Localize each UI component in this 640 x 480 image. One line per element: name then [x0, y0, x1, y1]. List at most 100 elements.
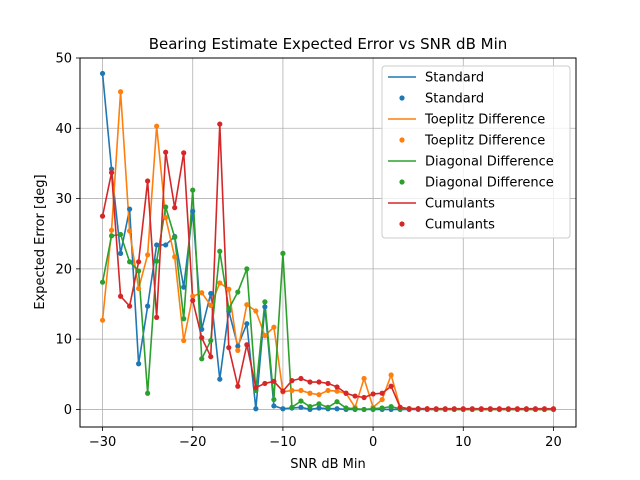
legend-marker-swatch-toeplitz-difference	[399, 137, 405, 143]
legend-label-cumulants: Cumulants	[425, 197, 495, 212]
x-tick-label: 0	[369, 435, 377, 450]
data-point-cumulants	[541, 406, 548, 412]
data-point-toeplitz-difference	[127, 228, 133, 234]
data-point-diagonal-difference	[316, 401, 322, 407]
data-point-standard	[316, 405, 322, 411]
data-point-cumulants	[253, 385, 259, 391]
data-point-diagonal-difference	[163, 204, 169, 210]
data-point-toeplitz-difference	[253, 308, 259, 314]
data-point-standard	[235, 343, 241, 349]
data-point-cumulants	[235, 383, 241, 389]
data-point-cumulants	[190, 297, 196, 304]
data-point-standard	[280, 406, 286, 412]
data-point-diagonal-difference	[226, 306, 232, 312]
data-point-diagonal-difference	[127, 259, 133, 265]
data-point-standard	[199, 326, 205, 332]
data-point-cumulants	[397, 404, 403, 410]
data-point-toeplitz-difference	[217, 280, 223, 286]
data-point-standard	[145, 303, 151, 309]
data-point-toeplitz-difference	[307, 390, 313, 396]
x-tick-label: −30	[89, 435, 116, 450]
data-point-cumulants	[117, 293, 124, 299]
axis-ticks: −30 −20 −10 0 10 20 0 10 20 30 40 50	[55, 52, 561, 451]
data-point-diagonal-difference	[181, 316, 187, 322]
data-point-cumulants	[550, 406, 557, 412]
data-point-cumulants	[334, 384, 340, 390]
legend-marker-swatch-cumulants	[399, 221, 405, 227]
data-point-diagonal-difference	[208, 337, 214, 344]
data-point-diagonal-difference	[262, 299, 268, 305]
data-point-diagonal-difference	[154, 258, 160, 264]
data-point-cumulants	[172, 205, 178, 211]
data-point-cumulants	[181, 150, 187, 156]
data-point-toeplitz-difference	[262, 333, 268, 339]
data-point-diagonal-difference	[271, 396, 277, 403]
chart-title: Bearing Estimate Expected Error vs SNR d…	[149, 35, 508, 53]
data-point-cumulants	[496, 406, 502, 412]
y-axis-label: Expected Error [deg]	[33, 174, 48, 309]
x-tick-label: 10	[455, 435, 472, 450]
legend: Standard Standard Toeplitz Difference Toepl…	[381, 65, 571, 239]
data-point-toeplitz-difference	[163, 214, 169, 221]
x-tick-label: −10	[269, 435, 296, 450]
data-point-toeplitz-difference	[99, 317, 106, 323]
data-point-standard	[217, 376, 223, 382]
y-tick-label: 0	[64, 403, 72, 418]
data-point-cumulants	[244, 342, 250, 348]
data-point-diagonal-difference	[325, 404, 331, 410]
data-point-cumulants	[514, 406, 520, 412]
data-point-diagonal-difference	[307, 404, 313, 410]
data-point-toeplitz-difference	[117, 89, 124, 95]
data-point-standard	[154, 242, 160, 248]
data-point-cumulants	[208, 354, 214, 360]
data-point-diagonal-difference	[289, 404, 295, 410]
data-point-cumulants	[226, 344, 232, 351]
data-point-diagonal-difference	[334, 399, 340, 405]
data-point-cumulants	[199, 335, 205, 341]
legend-label-standard: Standard	[425, 71, 484, 86]
data-point-toeplitz-difference	[289, 387, 295, 394]
data-point-cumulants	[406, 406, 412, 412]
data-point-cumulants	[343, 390, 349, 396]
data-point-diagonal-difference	[244, 266, 250, 272]
legend-label-diagonal-difference: Diagonal Difference	[425, 155, 554, 170]
data-point-cumulants	[424, 406, 430, 412]
legend-marker-swatch-standard	[399, 95, 405, 101]
data-point-cumulants	[532, 406, 539, 412]
data-point-cumulants	[298, 375, 304, 382]
data-point-toeplitz-difference	[388, 372, 394, 378]
data-point-cumulants	[379, 390, 385, 396]
data-point-diagonal-difference	[298, 398, 304, 404]
data-point-toeplitz-difference	[108, 227, 115, 233]
data-point-diagonal-difference	[217, 248, 223, 254]
data-point-diagonal-difference	[108, 233, 115, 239]
data-point-cumulants	[307, 379, 313, 385]
data-point-toeplitz-difference	[325, 387, 331, 394]
legend-marker-swatch-diagonal-difference	[399, 179, 405, 185]
data-point-toeplitz-difference	[145, 252, 151, 258]
data-point-diagonal-difference	[99, 279, 106, 285]
y-tick-label: 10	[55, 333, 72, 348]
data-point-toeplitz-difference	[235, 347, 241, 353]
data-point-diagonal-difference	[172, 234, 178, 240]
data-point-diagonal-difference	[388, 404, 394, 410]
data-point-cumulants	[145, 178, 151, 184]
data-point-diagonal-difference	[145, 390, 151, 396]
data-point-standard	[244, 321, 250, 327]
legend-label-toeplitz-difference: Toeplitz Difference	[424, 134, 545, 149]
data-point-toeplitz-difference	[361, 375, 367, 382]
data-point-cumulants	[154, 314, 160, 320]
data-point-diagonal-difference	[361, 406, 367, 413]
data-point-toeplitz-difference	[244, 302, 250, 308]
data-point-standard	[253, 406, 259, 412]
data-point-standard	[117, 250, 124, 256]
data-point-cumulants	[325, 380, 331, 387]
data-point-standard	[190, 208, 196, 214]
data-point-cumulants	[415, 406, 421, 412]
data-point-toeplitz-difference	[208, 302, 214, 309]
data-point-toeplitz-difference	[154, 123, 160, 129]
data-point-diagonal-difference	[352, 406, 358, 412]
data-point-diagonal-difference	[117, 231, 124, 238]
data-point-cumulants	[361, 394, 367, 401]
